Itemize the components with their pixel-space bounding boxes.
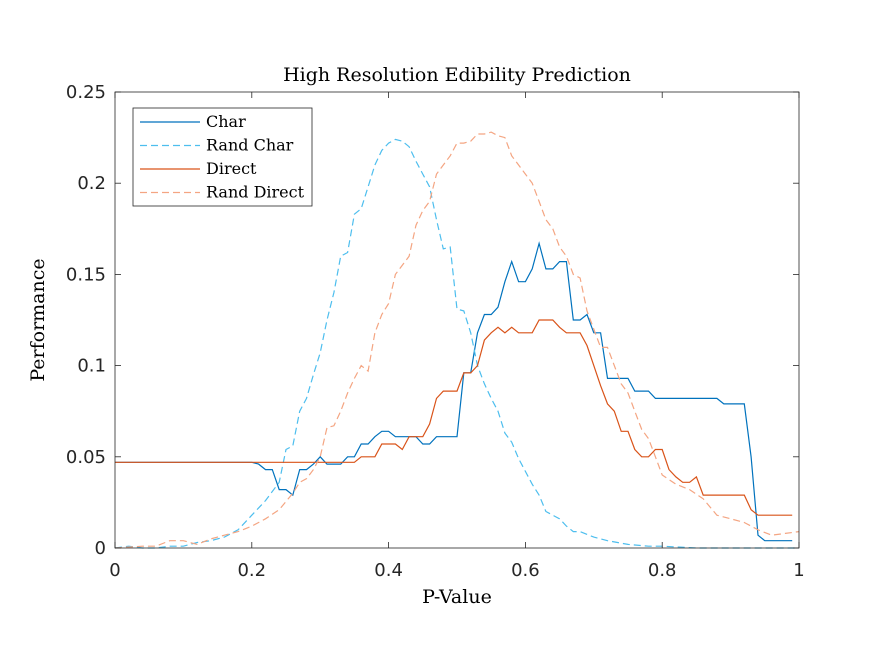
chart-title: High Resolution Edibility Prediction — [283, 64, 631, 86]
y-tick-label: 0.2 — [77, 173, 106, 194]
legend-entry: Rand Direct — [206, 183, 305, 202]
y-tick-label: 0.25 — [66, 82, 106, 103]
x-tick-label: 1 — [793, 560, 804, 581]
y-tick-label: 0 — [95, 538, 106, 559]
series-line-direct — [115, 319, 793, 516]
y-axis: 0 0.05 0.1 0.15 0.2 0.25 — [66, 82, 799, 559]
series-line-rand-direct — [114, 131, 800, 549]
x-tick-label: 0.2 — [237, 560, 266, 581]
legend-entry: Rand Char — [206, 136, 294, 155]
plot-frame — [114, 91, 800, 549]
y-tick-label: 0.15 — [66, 264, 106, 285]
y-tick-label: 0.05 — [66, 447, 106, 468]
x-axis: 0 0.2 0.4 0.6 0.8 1 — [109, 92, 805, 581]
x-tick-label: 0.6 — [511, 560, 540, 581]
legend: Char Rand Char Direct Rand Direct — [132, 107, 313, 207]
x-tick-label: 0.8 — [648, 560, 677, 581]
y-axis-label: Performance — [27, 258, 49, 381]
x-tick-label: 0.4 — [374, 560, 403, 581]
legend-entry: Direct — [206, 159, 257, 178]
legend-entry: Char — [206, 112, 246, 131]
legend-box — [132, 107, 313, 207]
series-line-char — [115, 241, 793, 542]
y-tick-label: 0.1 — [77, 356, 106, 377]
x-axis-label: P-Value — [422, 586, 492, 608]
x-tick-label: 0 — [109, 560, 120, 581]
series-layer — [114, 131, 800, 549]
